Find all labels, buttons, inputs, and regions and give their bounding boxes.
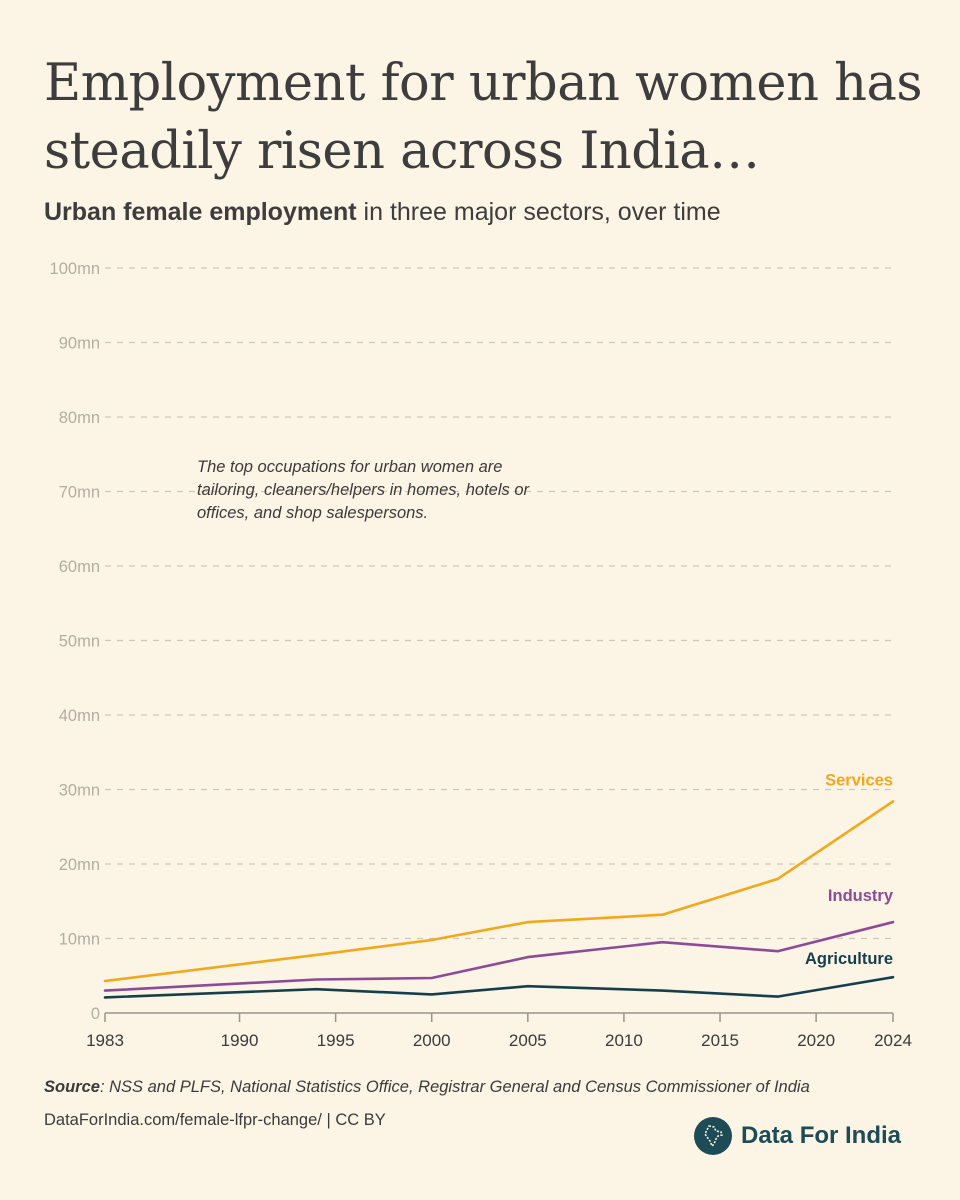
series-label-services: Services — [825, 771, 893, 789]
x-tick-label: 2020 — [797, 1031, 835, 1050]
subtitle: Urban female employment in three major s… — [44, 198, 721, 227]
subtitle-bold: Urban female employment — [44, 198, 357, 226]
page-title: Employment for urban women has steadily … — [44, 54, 923, 181]
series-line-services — [103, 800, 895, 983]
x-tick-label: 2015 — [701, 1031, 739, 1050]
y-tick-label: 90mn — [59, 335, 100, 353]
x-tick-label: 2024 — [874, 1031, 912, 1050]
y-tick-label: 100mn — [50, 260, 100, 278]
chart-annotation: The top occupations for urban women are … — [197, 458, 530, 522]
series-line-agriculture — [103, 975, 895, 999]
source-label: Source — [44, 1078, 100, 1096]
y-tick-label: 20mn — [59, 856, 100, 874]
india-map-icon — [694, 1117, 732, 1155]
brand: Data For India — [694, 1116, 901, 1156]
line-chart: 0 10mn 20mn 30mn 40mn 50mn 60mn 70mn 80mn 90mn 100… — [50, 260, 912, 1050]
y-tick-label: 60mn — [59, 558, 100, 576]
source-note: Source: NSS and PLFS, National Statistic… — [44, 1078, 810, 1097]
x-tick-label: 2000 — [413, 1031, 451, 1050]
y-tick-label: 50mn — [59, 633, 100, 651]
x-tick-label: 1983 — [86, 1031, 124, 1050]
series-layer — [103, 800, 895, 999]
x-tick-label: 1990 — [221, 1031, 259, 1050]
series-line-industry — [103, 920, 895, 992]
y-tick-label: 0 — [91, 1005, 100, 1023]
grid-layer — [104, 267, 894, 1022]
x-tick-label: 1995 — [317, 1031, 355, 1050]
series-label-agriculture: Agriculture — [805, 950, 893, 968]
y-tick-label: 30mn — [59, 782, 100, 800]
series-label-industry: Industry — [828, 887, 894, 905]
y-tick-label: 40mn — [59, 707, 100, 725]
y-tick-label: 70mn — [59, 484, 100, 502]
subtitle-rest: in three major sectors, over time — [363, 198, 721, 226]
y-tick-label: 10mn — [59, 931, 100, 949]
x-tick-label: 2010 — [605, 1031, 643, 1050]
source-text: : NSS and PLFS, National Statistics Offi… — [99, 1078, 810, 1096]
brand-name: Data For India — [741, 1122, 902, 1149]
label-layer: 0 10mn 20mn 30mn 40mn 50mn 60mn 70mn 80mn 90mn 100… — [50, 260, 912, 1050]
x-tick-label: 2005 — [509, 1031, 547, 1050]
source-link[interactable]: DataForIndia.com/female-lfpr-change/ | C… — [44, 1111, 386, 1129]
y-tick-label: 80mn — [59, 409, 100, 427]
